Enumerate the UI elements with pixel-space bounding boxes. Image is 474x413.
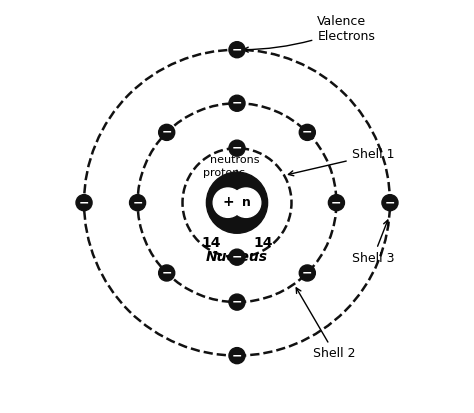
Circle shape <box>159 124 175 140</box>
Circle shape <box>229 42 245 58</box>
Circle shape <box>229 249 245 265</box>
Text: n: n <box>242 196 251 209</box>
Text: +: + <box>222 195 234 209</box>
Circle shape <box>328 195 345 211</box>
Circle shape <box>159 265 175 281</box>
Text: Shell 3: Shell 3 <box>352 220 394 265</box>
Circle shape <box>213 188 243 217</box>
Text: −: − <box>302 266 312 280</box>
Circle shape <box>229 294 245 310</box>
Circle shape <box>299 265 315 281</box>
Text: 14: 14 <box>201 236 221 250</box>
Text: −: − <box>385 196 395 209</box>
Text: −: − <box>79 196 89 209</box>
Circle shape <box>382 195 398 211</box>
Circle shape <box>229 348 245 364</box>
Text: −: − <box>302 126 312 139</box>
Text: Nucleus: Nucleus <box>206 249 268 263</box>
Text: −: − <box>232 296 242 309</box>
Text: 14: 14 <box>253 236 273 250</box>
Circle shape <box>129 195 146 211</box>
Text: −: − <box>132 196 143 209</box>
Text: −: − <box>232 251 242 263</box>
Text: −: − <box>232 97 242 110</box>
Text: −: − <box>232 142 242 155</box>
Text: Valence
Electrons: Valence Electrons <box>243 15 375 52</box>
Text: −: − <box>232 43 242 56</box>
Text: −: − <box>331 196 342 209</box>
Text: Shell 1: Shell 1 <box>288 148 394 176</box>
Circle shape <box>299 124 315 140</box>
Circle shape <box>229 140 245 156</box>
Text: −: − <box>162 126 172 139</box>
Circle shape <box>229 95 245 111</box>
Circle shape <box>231 188 261 217</box>
Text: Shell 2: Shell 2 <box>296 288 356 360</box>
Text: neutrons: neutrons <box>210 154 260 177</box>
Text: protons: protons <box>202 168 245 185</box>
Circle shape <box>76 195 92 211</box>
Text: −: − <box>162 266 172 280</box>
Circle shape <box>206 172 268 233</box>
Text: −: − <box>232 349 242 362</box>
